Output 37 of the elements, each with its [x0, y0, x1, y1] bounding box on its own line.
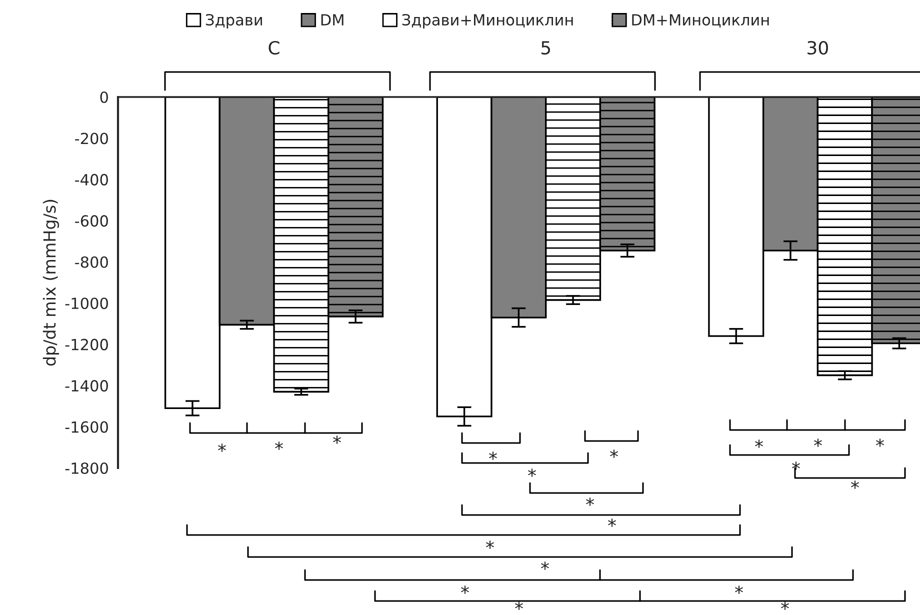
y-tick-label: -600: [75, 215, 108, 227]
y-tick-label: -1800: [65, 462, 108, 474]
annotation: *: [275, 442, 283, 450]
annotation: *: [876, 438, 884, 447]
legend-label: DM: [321, 14, 344, 26]
legend-label: Здрави+Миноциклин: [402, 14, 573, 29]
text: *: [515, 602, 523, 610]
y-tick-label: -400: [75, 174, 108, 186]
y-tick-label: -1600: [65, 421, 108, 433]
annotation: *: [610, 450, 618, 458]
y-tick-label: -1400: [65, 380, 108, 392]
annotation: *: [814, 438, 822, 447]
text: *: [528, 468, 536, 477]
text: *: [851, 480, 859, 489]
annotation: *: [792, 462, 800, 470]
text: *: [781, 602, 789, 610]
text: *: [608, 518, 616, 527]
x-tick-label: 5: [542, 41, 550, 55]
x-tick-label: C: [268, 40, 280, 55]
text: *: [541, 562, 549, 570]
annotation: *: [333, 436, 341, 444]
y-tick-label: -800: [75, 256, 108, 268]
y-tick-label: -200: [75, 132, 108, 144]
annotation: *: [755, 440, 763, 448]
x-tick-label: 30: [808, 40, 828, 55]
legend-label: Здрави: [206, 14, 262, 29]
y-tick-label: -1000: [65, 298, 108, 310]
text: *: [486, 540, 494, 549]
y-tick-label: -1200: [65, 338, 108, 350]
y-axis-title: dp/dt mix (mmHg/s): [42, 200, 60, 366]
text: *: [735, 586, 743, 594]
annotation: *: [489, 452, 497, 460]
y-tick-label: 0: [100, 91, 108, 104]
annotation: *: [218, 444, 226, 452]
legend-label: DM+Миноциклин: [632, 14, 769, 28]
text: *: [586, 498, 594, 506]
text: *: [461, 586, 469, 594]
